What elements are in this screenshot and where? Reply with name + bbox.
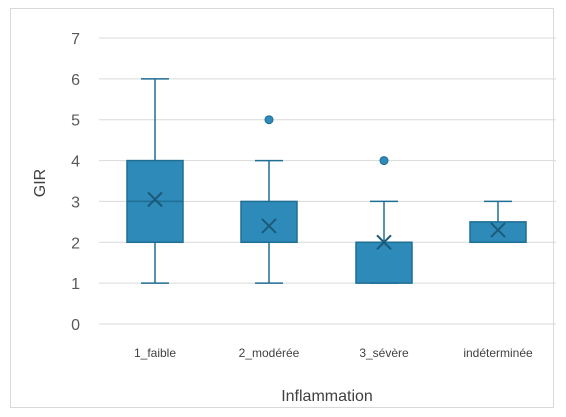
box-1 [126, 78, 184, 284]
box-4 [469, 200, 527, 244]
outlier-point [379, 156, 389, 166]
x-axis-title: Inflammation [281, 388, 373, 405]
x-tick-1: 1_faible [134, 346, 176, 360]
box-iqr [240, 200, 298, 244]
box-iqr [469, 221, 527, 244]
box-2 [240, 115, 298, 284]
box-3 [355, 156, 413, 284]
y-tick-labels: 0 1 2 3 4 5 6 7 [71, 31, 80, 334]
mean-marker [261, 218, 277, 234]
y-tick-3: 3 [71, 194, 80, 211]
y-tick-6: 6 [71, 72, 80, 89]
y-tick-5: 5 [71, 113, 80, 130]
y-tick-4: 4 [71, 154, 80, 171]
y-tick-1: 1 [71, 276, 80, 293]
x-tick-2: 2_modérée [239, 346, 300, 360]
boxes [126, 78, 527, 284]
x-tick-4: indéterminée [463, 346, 533, 360]
mean-marker [490, 222, 506, 238]
outlier-point [264, 115, 274, 125]
y-tick-0: 0 [71, 317, 80, 334]
x-tick-3: 3_sévère [359, 346, 409, 360]
box-iqr [355, 241, 413, 284]
y-axis-title: GIR [32, 169, 49, 197]
mean-marker [376, 234, 392, 250]
y-tick-7: 7 [71, 31, 80, 48]
mean-marker [147, 191, 163, 208]
y-tick-2: 2 [71, 235, 80, 252]
x-tick-labels: 1_faible 2_modérée 3_sévère indéterminée [134, 346, 533, 360]
